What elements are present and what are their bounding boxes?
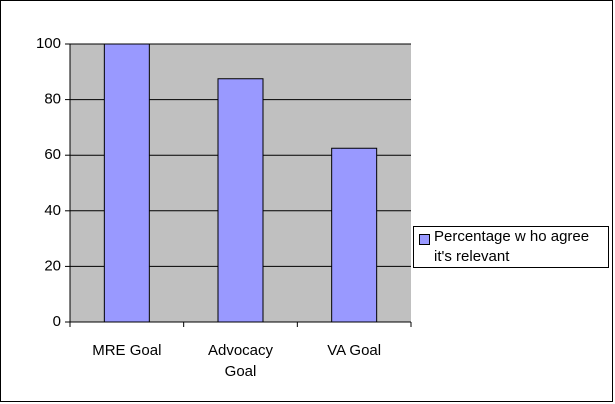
legend-swatch	[419, 234, 430, 245]
legend-label: Percentage w ho agree it's relevant	[434, 228, 590, 265]
y-tick-label: 60	[44, 146, 61, 163]
y-tick-label: 40	[44, 202, 61, 219]
x-tick-label: MRE Goal	[92, 342, 162, 359]
y-tick-label: 0	[53, 313, 61, 330]
bar	[331, 147, 378, 323]
y-tick-label: 20	[44, 257, 61, 274]
y-tick-label: 80	[44, 91, 61, 108]
x-tick-label: Advocacy Goal	[207, 342, 274, 380]
bar	[217, 78, 264, 323]
legend: Percentage w ho agree it's relevant	[413, 226, 609, 268]
y-tick-label: 100	[36, 35, 61, 52]
bar	[103, 43, 150, 323]
x-tick-label: VA Goal	[327, 342, 382, 359]
